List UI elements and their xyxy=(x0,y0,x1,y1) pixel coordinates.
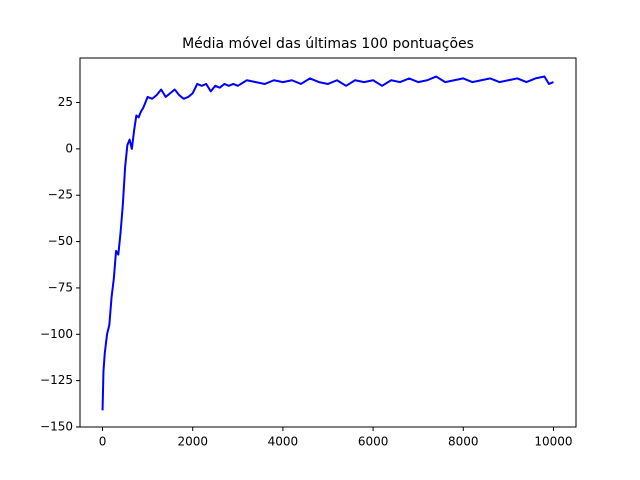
y-tick-label: −75 xyxy=(48,280,73,294)
y-tick-label: 25 xyxy=(58,95,73,109)
x-tick-label: 6000 xyxy=(358,435,389,449)
x-tick-label: 10000 xyxy=(534,435,572,449)
y-tick-label: −25 xyxy=(48,188,73,202)
data-line xyxy=(101,75,554,411)
plot-frame xyxy=(79,57,577,428)
x-tick-label: 2000 xyxy=(177,435,208,449)
y-tick-label: −100 xyxy=(40,327,73,341)
x-tick-label: 0 xyxy=(99,435,107,449)
x-tick-label: 4000 xyxy=(268,435,299,449)
y-tick-label: −150 xyxy=(40,420,73,434)
x-tick-label: 8000 xyxy=(448,435,479,449)
y-tick-label: 0 xyxy=(65,141,73,155)
y-tick-label: −125 xyxy=(40,373,73,387)
chart-title: Média móvel das últimas 100 pontuações xyxy=(182,36,474,52)
y-tick-label: −50 xyxy=(48,234,73,248)
